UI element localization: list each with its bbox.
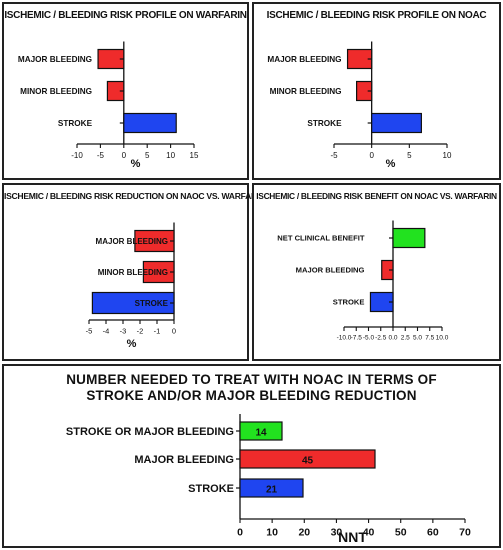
chart-title: ISCHEMIC / BLEEDING RISK BENEFIT ON NOAC…	[256, 191, 497, 201]
data-label: 14	[255, 428, 267, 439]
x-tick-label: 20	[298, 527, 310, 539]
category-label: MINOR BLEEDING	[20, 87, 92, 96]
bar-net-clinical-benefit	[392, 227, 426, 249]
x-tick-label: 5.0	[413, 335, 422, 342]
x-tick-label: -2	[137, 327, 144, 336]
x-tick-label: -5	[86, 327, 93, 336]
category-label: MINOR BLEEDING	[270, 87, 342, 96]
x-tick-label: -5.0	[363, 335, 375, 342]
category-label: MAJOR BLEEDING	[296, 266, 365, 275]
x-tick-label: 5	[407, 151, 412, 160]
x-tick-label: 30	[331, 527, 343, 539]
category-label: STROKE	[58, 119, 93, 128]
x-axis-label: NNT	[338, 529, 367, 545]
chart-panel-noac: ISCHEMIC / BLEEDING RISK PROFILE ON NOAC…	[252, 2, 501, 180]
chart-title: ISCHEMIC / BLEEDING RISK REDUCTION ON NA…	[4, 191, 265, 201]
x-tick-label: 0	[122, 151, 127, 160]
chart-title: ISCHEMIC / BLEEDING RISK PROFILE ON WARF…	[4, 10, 247, 21]
category-label: NET CLINICAL BENEFIT	[277, 234, 365, 243]
category-label: MAJOR BLEEDING	[96, 237, 168, 246]
x-tick-label: -2.5	[375, 335, 387, 342]
bar-chart-nnt: STROKE OR MAJOR BLEEDING 14 MAJOR BLEEDING…	[66, 414, 471, 545]
x-axis-label: %	[127, 338, 137, 350]
category-label: STROKE	[188, 483, 234, 495]
bar-stroke	[371, 112, 422, 134]
x-tick-label: 0	[369, 151, 374, 160]
x-tick-label: 7.5	[425, 335, 434, 342]
x-tick-label: 60	[427, 527, 439, 539]
bar-chart-benefit: NET CLINICAL BENEFIT MAJOR BLEEDING STROKE…	[277, 220, 449, 342]
bar-stroke	[123, 112, 177, 134]
bar-chart-noac: MAJOR BLEEDING MINOR BLEEDING STROKE -5 0 5 10…	[267, 41, 452, 170]
x-tick-label: 70	[459, 527, 471, 539]
x-axis-label: %	[131, 158, 141, 170]
x-tick-label: -1	[154, 327, 161, 336]
x-tick-label: -10	[71, 151, 83, 160]
x-tick-label: 10	[266, 527, 278, 539]
chart-panel-reduction: ISCHEMIC / BLEEDING RISK REDUCTION ON NA…	[2, 183, 265, 361]
x-tick-label: -5	[97, 151, 105, 160]
x-tick-label: 0	[172, 327, 176, 336]
chart-panel-nnt: NUMBER NEEDED TO TREAT WITH NOAC IN TERM…	[2, 364, 501, 548]
x-tick-label: 10.0	[436, 335, 449, 342]
bar-chart-reduction: MAJOR BLEEDING MINOR BLEEDING STROKE -5 -4 -3…	[86, 222, 176, 350]
x-tick-label: 10	[166, 151, 175, 160]
bar-chart-warfarin: MAJOR BLEEDING MINOR BLEEDING STROKE -10 -5 0…	[18, 41, 199, 170]
category-label: STROKE	[333, 298, 365, 307]
chart-panel-benefit: ISCHEMIC / BLEEDING RISK BENEFIT ON NOAC…	[252, 183, 501, 361]
chart-panel-warfarin: ISCHEMIC / BLEEDING RISK PROFILE ON WARF…	[2, 2, 249, 180]
x-tick-label: 5	[145, 151, 150, 160]
x-tick-label: 0	[237, 527, 243, 539]
x-tick-label: 2.5	[401, 335, 410, 342]
chart-title: ISCHEMIC / BLEEDING RISK PROFILE ON NOAC	[266, 10, 487, 21]
x-tick-label: -4	[103, 327, 110, 336]
category-label: MINOR BLEEDING	[98, 268, 168, 277]
x-tick-label: -10.0	[337, 335, 352, 342]
x-tick-label: 15	[190, 151, 199, 160]
category-label: MAJOR BLEEDING	[18, 55, 92, 64]
category-label: STROKE	[307, 119, 342, 128]
x-tick-label: 10	[443, 151, 452, 160]
x-tick-label: 40	[363, 527, 375, 539]
chart-title-line-2: STROKE AND/OR MAJOR BLEEDING REDUCTION	[86, 388, 417, 403]
category-label: MAJOR BLEEDING	[267, 55, 341, 64]
x-tick-label: -3	[120, 327, 127, 336]
category-label: MAJOR BLEEDING	[134, 454, 234, 466]
data-label: 45	[302, 456, 314, 467]
category-label: STROKE	[135, 299, 169, 308]
chart-title-line-1: NUMBER NEEDED TO TREAT WITH NOAC IN TERM…	[66, 372, 437, 387]
x-tick-label: -5	[330, 151, 338, 160]
x-axis-label: %	[386, 158, 396, 170]
x-tick-label: -7.5	[351, 335, 363, 342]
x-tick-label: 50	[395, 527, 407, 539]
category-label: STROKE OR MAJOR BLEEDING	[66, 426, 234, 438]
data-label: 21	[266, 485, 278, 496]
x-tick-label: 0.0	[388, 335, 397, 342]
